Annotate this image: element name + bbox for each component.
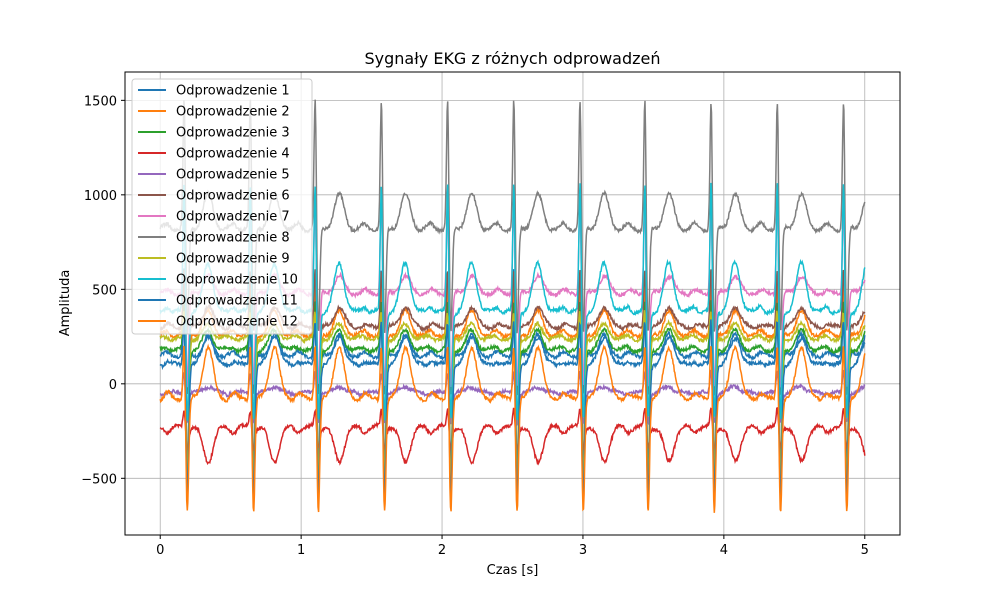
x-axis-ticks: 0 1 2 3 4 5 [156, 535, 869, 558]
series-line [159, 343, 866, 513]
legend-label: Odprowadzenie 4 [176, 147, 290, 162]
y-axis-ticks: −500 0 500 1000 1500 [81, 94, 125, 487]
x-tick-label: 4 [720, 543, 728, 558]
legend-label: Odprowadzenie 6 [176, 189, 290, 204]
legend-label: Odprowadzenie 2 [176, 105, 290, 120]
chart-title: Sygnały EKG z różnych odprowadzeń [365, 49, 661, 68]
y-tick-label: 1000 [84, 189, 117, 204]
legend-label: Odprowadzenie 7 [176, 210, 290, 225]
y-tick-label: 500 [92, 283, 117, 298]
x-tick-label: 3 [579, 543, 587, 558]
series-line [159, 406, 866, 466]
legend-label: Odprowadzenie 11 [176, 294, 298, 309]
legend-label: Odprowadzenie 5 [176, 168, 290, 183]
y-tick-label: 0 [109, 378, 117, 393]
legend-label: Odprowadzenie 12 [176, 315, 298, 330]
x-axis-label: Czas [s] [487, 563, 539, 578]
x-tick-label: 0 [156, 543, 164, 558]
plot-frame [124, 71, 901, 536]
legend-label: Odprowadzenie 3 [176, 126, 290, 141]
legend-label: Odprowadzenie 10 [176, 273, 298, 288]
y-tick-label: −500 [81, 472, 117, 487]
series-line [159, 319, 866, 500]
legend-label: Odprowadzenie 1 [176, 84, 290, 99]
legend-label: Odprowadzenie 9 [176, 252, 290, 267]
x-tick-label: 2 [438, 543, 446, 558]
y-axis-label: Amplituda [58, 270, 73, 337]
x-tick-label: 1 [297, 543, 305, 558]
legend-label: Odprowadzenie 8 [176, 231, 290, 246]
legend-box [131, 78, 313, 335]
legend: Odprowadzenie 1 Odprowadzenie 2 Odprowadze… [131, 78, 313, 335]
y-tick-label: 1500 [84, 94, 117, 109]
x-tick-label: 5 [861, 543, 869, 558]
